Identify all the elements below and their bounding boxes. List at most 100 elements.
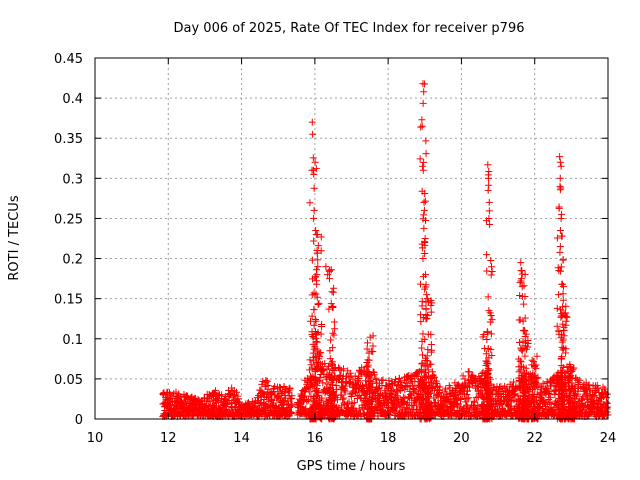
data-point	[321, 360, 329, 368]
grid	[95, 58, 608, 419]
data-point	[205, 398, 213, 406]
y-tick-label: 0.25	[54, 212, 83, 227]
data-point	[328, 375, 336, 383]
data-point	[352, 389, 360, 397]
data-point	[521, 270, 529, 278]
data-point	[340, 399, 348, 407]
y-tick-label: 0.1	[62, 333, 83, 348]
y-tick-label: 0.45	[54, 52, 83, 67]
data-point	[305, 388, 313, 396]
data-point	[528, 398, 536, 406]
data-point	[557, 383, 565, 391]
data-point	[418, 351, 426, 359]
data-point	[329, 376, 337, 384]
data-point	[313, 293, 321, 301]
data-point	[346, 369, 354, 377]
data-point	[560, 326, 568, 334]
data-point	[325, 396, 333, 404]
data-point	[263, 377, 271, 385]
data-point	[559, 346, 567, 354]
data-point	[420, 373, 428, 381]
data-point	[313, 402, 321, 410]
y-tick-label: 0.35	[54, 132, 83, 147]
data-point	[418, 116, 426, 124]
data-point	[561, 309, 569, 317]
data-point	[533, 400, 541, 408]
data-point	[311, 316, 319, 324]
data-point	[309, 154, 317, 162]
data-point	[554, 264, 562, 272]
data-point	[544, 389, 552, 397]
data-point	[519, 395, 527, 403]
data-point	[568, 407, 576, 415]
data-point	[365, 383, 373, 391]
data-point	[418, 367, 426, 375]
data-point	[370, 371, 378, 379]
data-point	[429, 372, 437, 380]
data-point	[487, 257, 495, 265]
data-point	[365, 356, 373, 364]
data-point	[316, 396, 324, 404]
data-point	[329, 403, 337, 411]
data-point	[330, 284, 338, 292]
data-point	[484, 386, 492, 394]
data-point	[534, 383, 542, 391]
data-point	[558, 330, 566, 338]
data-point	[529, 403, 537, 411]
data-point	[419, 162, 427, 170]
data-point	[484, 293, 492, 301]
data-point	[421, 285, 429, 293]
data-point	[315, 299, 323, 307]
data-point	[442, 385, 450, 393]
data-point	[556, 182, 564, 190]
data-point	[363, 345, 371, 353]
data-point	[555, 267, 563, 275]
data-point	[365, 390, 373, 398]
data-point	[418, 384, 426, 392]
data-point	[423, 295, 431, 303]
data-point	[486, 220, 494, 228]
data-point	[486, 318, 494, 326]
data-point	[528, 356, 536, 364]
data-point	[528, 385, 536, 393]
data-point	[396, 402, 404, 410]
data-point	[331, 325, 339, 333]
data-point	[422, 407, 430, 415]
data-point	[484, 367, 492, 375]
data-point	[306, 356, 314, 364]
data-point	[327, 336, 335, 344]
data-point	[317, 349, 325, 357]
data-point	[495, 383, 503, 391]
data-point	[485, 390, 493, 398]
data-point	[322, 263, 330, 271]
y-tick-label: 0	[75, 413, 83, 428]
data-point	[557, 354, 565, 362]
data-point	[551, 391, 559, 399]
data-point	[457, 403, 465, 411]
data-point	[530, 357, 538, 365]
data-point	[558, 399, 566, 407]
data-point	[328, 381, 336, 389]
data-markers	[159, 80, 612, 423]
data-point	[324, 380, 332, 388]
data-point	[419, 80, 427, 88]
data-point	[428, 368, 436, 376]
data-point	[483, 408, 491, 416]
data-point	[264, 381, 272, 389]
data-point	[327, 300, 335, 308]
data-point	[417, 123, 425, 131]
x-tick-label: 18	[380, 431, 397, 446]
data-point	[424, 312, 432, 320]
data-point	[560, 387, 568, 395]
data-point	[559, 320, 567, 328]
data-point	[483, 267, 491, 275]
data-point	[313, 280, 321, 288]
data-point	[314, 256, 322, 264]
data-point	[365, 381, 373, 389]
chart-title: Day 006 of 2025, Rate Of TEC Index for r…	[174, 21, 525, 36]
data-point	[420, 198, 428, 206]
data-point	[531, 407, 539, 415]
x-axis-label: GPS time / hours	[297, 459, 406, 474]
data-point	[436, 383, 444, 391]
data-point	[482, 357, 490, 365]
